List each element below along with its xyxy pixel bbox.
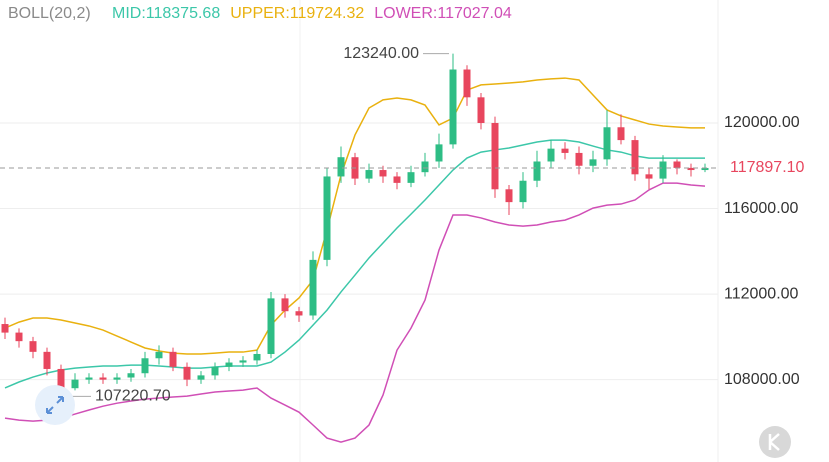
candle-body bbox=[603, 127, 611, 160]
candle-body bbox=[631, 140, 639, 175]
last-price-label: 117897.10 bbox=[730, 159, 805, 176]
candle-body bbox=[85, 377, 93, 380]
candle-body bbox=[99, 377, 107, 380]
candle-body bbox=[113, 377, 121, 380]
candle-body bbox=[645, 174, 653, 179]
legend: MID:118375.68 UPPER:119724.32 LOWER:117027… bbox=[112, 5, 512, 22]
candle-body bbox=[701, 167, 709, 171]
collapse-button-bg[interactable] bbox=[35, 385, 75, 425]
candle-body bbox=[393, 176, 401, 183]
candle-body bbox=[57, 368, 65, 389]
band-line bbox=[4, 77, 705, 355]
candle-body bbox=[617, 127, 625, 141]
candle-body bbox=[155, 351, 163, 359]
candle-body bbox=[533, 161, 541, 181]
candle-body bbox=[505, 189, 513, 203]
collapse-button[interactable] bbox=[35, 385, 75, 425]
band-line bbox=[4, 182, 706, 443]
candle-body bbox=[561, 148, 569, 153]
candle-body bbox=[337, 157, 345, 177]
candle-body bbox=[239, 360, 247, 363]
max-marker-label: 123240.00 bbox=[343, 45, 419, 62]
candle-body bbox=[71, 379, 79, 389]
candle-body bbox=[15, 332, 23, 342]
candle-body bbox=[589, 159, 597, 166]
legend-entry: LOWER:117027.04 bbox=[374, 5, 512, 22]
candle-body bbox=[575, 152, 583, 166]
candle-body bbox=[407, 172, 415, 183]
candle-body bbox=[323, 176, 331, 260]
logo bbox=[759, 426, 791, 458]
candle-body bbox=[519, 180, 527, 203]
candle-body bbox=[267, 298, 275, 354]
candle-body bbox=[449, 69, 457, 145]
candle-body bbox=[127, 373, 135, 378]
collapse-icon bbox=[46, 396, 64, 414]
indicator-name: BOLL(20,2) bbox=[8, 5, 91, 22]
candle-body bbox=[197, 375, 205, 380]
candle-body bbox=[547, 148, 555, 162]
candle-body bbox=[659, 161, 667, 179]
y-tick-label: 108000.00 bbox=[724, 371, 800, 388]
candle-body bbox=[673, 161, 681, 168]
candle-body bbox=[491, 122, 499, 190]
candle-body bbox=[281, 298, 289, 312]
candle-body bbox=[183, 366, 191, 380]
candle-body bbox=[435, 144, 443, 162]
min-marker-label: 107220.70 bbox=[95, 388, 171, 405]
candle-body bbox=[295, 311, 303, 316]
candles bbox=[1, 53, 709, 397]
y-tick-label: 116000.00 bbox=[724, 200, 799, 217]
y-tick-label: 112000.00 bbox=[724, 285, 799, 302]
candle-body bbox=[379, 170, 387, 177]
legend-entry: MID:118375.68 bbox=[112, 5, 220, 22]
candle-body bbox=[43, 351, 51, 369]
candle-body bbox=[169, 351, 177, 367]
overlay: 117897.10 123240.00 107220.70 bbox=[0, 45, 805, 405]
candle-body bbox=[421, 161, 429, 173]
y-tick-label: 120000.00 bbox=[724, 114, 800, 131]
candle-body bbox=[687, 167, 695, 171]
logo-mark bbox=[768, 433, 780, 451]
candle-body bbox=[253, 353, 261, 361]
candle-body bbox=[477, 97, 485, 123]
candle-body bbox=[365, 170, 373, 179]
candle-body bbox=[225, 362, 233, 367]
candle-body bbox=[309, 259, 317, 316]
band-line bbox=[4, 139, 705, 389]
legend-entry: UPPER:119724.32 bbox=[230, 5, 364, 22]
candle-body bbox=[1, 324, 9, 333]
candle-body bbox=[29, 341, 37, 352]
logo-bg bbox=[759, 426, 791, 458]
candle-body bbox=[141, 358, 149, 374]
candle-body bbox=[463, 69, 471, 98]
candle-body bbox=[211, 366, 219, 376]
bands bbox=[4, 77, 706, 443]
